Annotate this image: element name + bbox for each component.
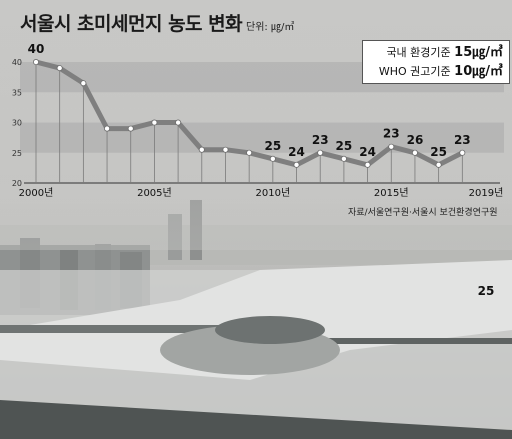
legend-who-label: WHO 권고기준 bbox=[378, 65, 451, 78]
data-label: 26 bbox=[407, 133, 424, 147]
data-label: 25 bbox=[478, 284, 495, 298]
source-note: 자료/서울연구원·서울시 보건환경연구원 bbox=[348, 208, 498, 218]
y-tick-label: 30 bbox=[12, 119, 22, 128]
unit-label: 단위: ㎍/㎥ bbox=[246, 22, 295, 33]
legend-domestic-label: 국내 환경기준 bbox=[386, 46, 451, 59]
data-label: 25 bbox=[264, 139, 281, 153]
chart-title: 서울시 초미세먼지 농도 변화 bbox=[20, 13, 243, 35]
data-label: 25 bbox=[430, 145, 447, 159]
data-label: 24 bbox=[359, 145, 376, 159]
data-point bbox=[293, 161, 300, 168]
data-point bbox=[317, 149, 324, 156]
data-point bbox=[104, 125, 111, 132]
drop-lines bbox=[35, 62, 463, 183]
legend-who: WHO 권고기준 10㎍/㎥ bbox=[369, 62, 503, 81]
data-point bbox=[340, 155, 347, 162]
data-labels: 40 25 24 23 25 24 23 26 25 23 25 bbox=[28, 42, 495, 298]
x-tick-label: 2000년 bbox=[19, 187, 54, 199]
y-tick-label: 25 bbox=[12, 149, 22, 158]
x-tick-label: 2005년 bbox=[137, 187, 172, 199]
legend-domestic: 국내 환경기준 15㎍/㎥ bbox=[369, 43, 503, 62]
y-tick-label: 40 bbox=[12, 58, 22, 67]
legend-who-value: 10㎍/㎥ bbox=[454, 64, 503, 79]
data-point bbox=[56, 65, 63, 72]
data-point bbox=[175, 119, 182, 126]
data-point bbox=[269, 155, 276, 162]
data-label: 23 bbox=[312, 133, 329, 147]
data-point bbox=[127, 125, 134, 132]
data-label: 25 bbox=[336, 139, 353, 153]
x-tick-label: 2015년 bbox=[374, 187, 409, 199]
data-label: 24 bbox=[288, 145, 305, 159]
data-point bbox=[459, 149, 466, 156]
data-point bbox=[435, 161, 442, 168]
data-point bbox=[198, 146, 205, 153]
legend-domestic-value: 15㎍/㎥ bbox=[454, 45, 503, 60]
legend-box: 국내 환경기준 15㎍/㎥ WHO 권고기준 10㎍/㎥ bbox=[362, 40, 510, 84]
data-point bbox=[364, 161, 371, 168]
x-tick-label: 2010년 bbox=[256, 187, 291, 199]
band-25-30 bbox=[20, 122, 504, 153]
data-point bbox=[80, 80, 87, 87]
data-point bbox=[246, 149, 253, 156]
y-tick-label: 35 bbox=[12, 88, 22, 97]
y-tick-label: 20 bbox=[12, 179, 22, 188]
data-label: 40 bbox=[28, 42, 45, 56]
x-tick-label: 2019년 bbox=[469, 187, 504, 199]
data-point bbox=[411, 149, 418, 156]
data-point bbox=[222, 146, 229, 153]
data-point bbox=[151, 119, 158, 126]
data-label: 23 bbox=[383, 127, 400, 141]
data-point bbox=[33, 59, 40, 66]
data-label: 23 bbox=[454, 133, 471, 147]
x-axis: 2000년 2005년 2010년 2015년 2019년 bbox=[19, 187, 504, 199]
y-axis: 20 25 30 35 40 bbox=[12, 58, 500, 188]
data-markers bbox=[33, 59, 466, 168]
data-point bbox=[388, 143, 395, 150]
